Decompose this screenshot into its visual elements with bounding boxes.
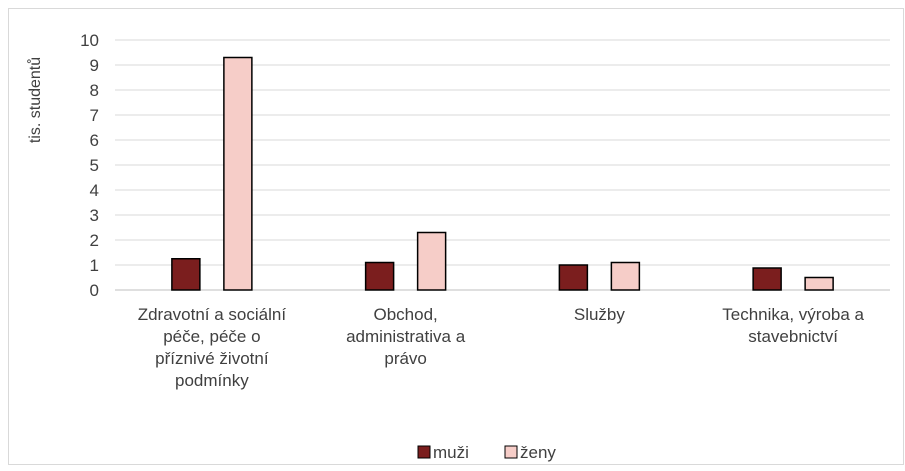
y-tick-label: 5: [90, 156, 99, 175]
y-axis-label: tis. studentů: [26, 57, 44, 143]
bar-muži: [171, 258, 201, 291]
legend: muži ženy: [417, 443, 556, 462]
bar-muži: [364, 261, 395, 291]
y-tick-label: 10: [80, 31, 99, 50]
bar-muži: [558, 264, 589, 291]
y-tick-label: 0: [90, 281, 99, 300]
y-tick-label: 7: [90, 106, 99, 125]
bar-ženy: [223, 56, 253, 291]
y-tick-label: 2: [90, 231, 99, 250]
y-tick-label: 9: [90, 56, 99, 75]
legend-label: ženy: [520, 443, 556, 462]
legend-swatch: [504, 445, 518, 459]
bar-ženy: [804, 276, 834, 291]
y-tick-label: 1: [90, 256, 99, 275]
y-tick-label: 3: [90, 206, 99, 225]
legend-swatch: [417, 445, 431, 459]
x-category-label: Technika, výroba a stavebnictví: [722, 305, 864, 346]
x-category-label: Zdravotní a sociální péče, péče o příznivé…: [138, 305, 287, 390]
y-tick-label: 4: [90, 181, 99, 200]
bar-ženy: [610, 261, 641, 291]
y-tick-label: 8: [90, 81, 99, 100]
x-category-label: Obchod, administrativa a právo: [346, 305, 466, 368]
bar-muži: [752, 267, 782, 291]
legend-label: muži: [433, 443, 469, 462]
x-category-label: Služby: [574, 305, 626, 324]
chart-frame: [8, 8, 904, 465]
x-axis-categories: Zdravotní a sociální péče, péče o příznivé…: [138, 305, 865, 390]
y-tick-label: 6: [90, 131, 99, 150]
bar-ženy: [416, 231, 447, 291]
bars: [171, 56, 834, 291]
y-axis-ticks: 0 1 2 3 4 5 6 7 8 9 10: [80, 31, 99, 300]
